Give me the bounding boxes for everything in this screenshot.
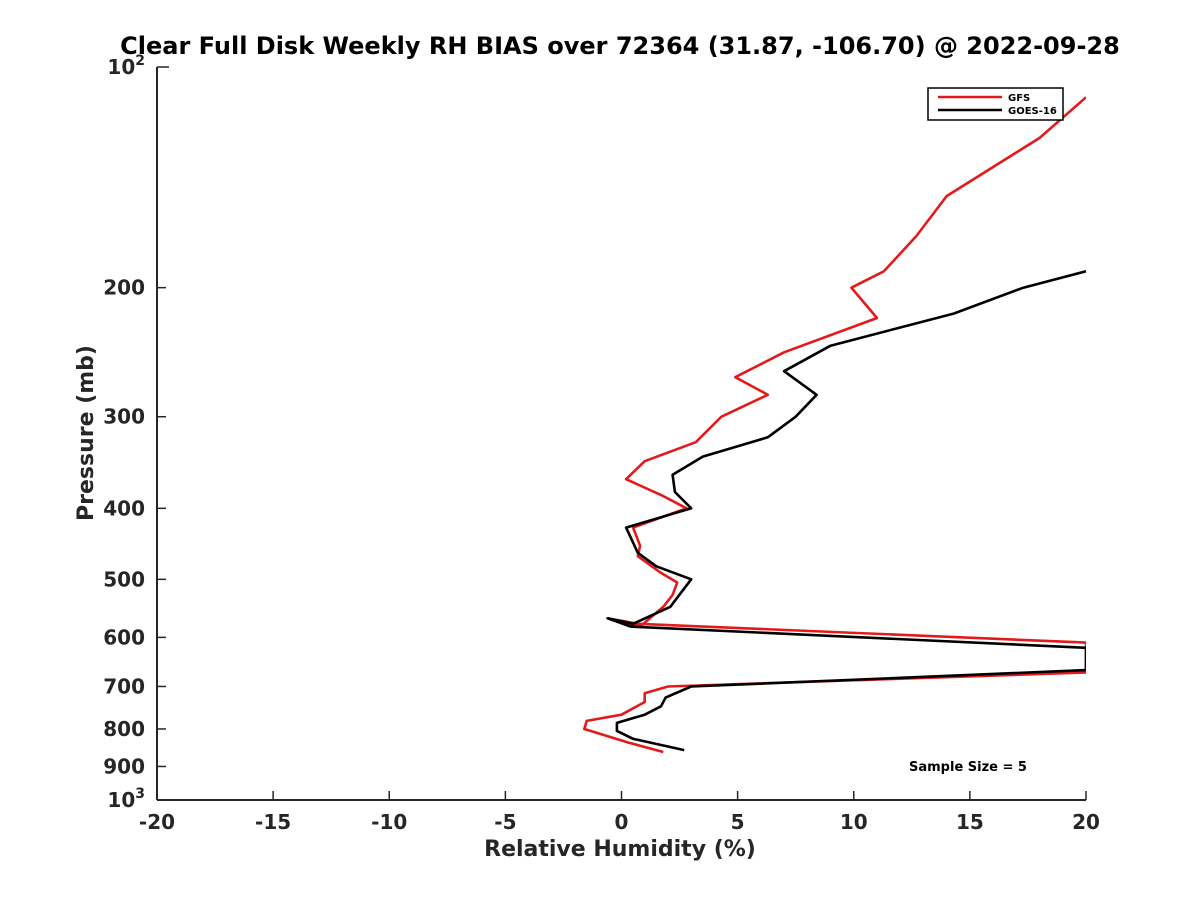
series-line-gfs: [582, 96, 1086, 754]
x-tick-label: 0: [615, 810, 629, 834]
series-line-goes16: [606, 270, 1086, 752]
legend-label-gfs: GFS: [1008, 93, 1030, 104]
y-tick-label: 300: [103, 405, 145, 429]
ticks-layer: -20 -15 -10 -5 0 5 10 15 20 200 300 400 500 600 700 800…: [103, 53, 1100, 834]
sample-size-annotation: Sample Size = 5: [909, 760, 1027, 775]
y-tick-label: 600: [103, 625, 145, 649]
x-tick-label: -15: [255, 810, 291, 834]
x-tick-label: -10: [371, 810, 407, 834]
series-layer: [582, 96, 1086, 754]
y-axis-label: Pressure (mb): [74, 345, 99, 521]
y-tick-label: 500: [103, 567, 145, 591]
y-tick-label: 200: [103, 276, 145, 300]
legend-label-goes16: GOES-16: [1008, 106, 1057, 117]
legend: GFS GOES-16: [927, 87, 1064, 121]
y-tick-label-power: 103: [107, 786, 145, 812]
x-tick-label: 15: [956, 810, 984, 834]
x-tick-label: -20: [139, 810, 175, 834]
x-tick-label: 10: [840, 810, 868, 834]
y-tick-label-power: 102: [107, 53, 145, 79]
y-tick-label: 900: [103, 754, 145, 778]
y-tick-label: 800: [103, 717, 145, 741]
chart-title: Clear Full Disk Weekly RH BIAS over 7236…: [120, 32, 1120, 60]
x-tick-label: 20: [1072, 810, 1100, 834]
y-tick-label: 400: [103, 496, 145, 520]
x-tick-label: 5: [731, 810, 745, 834]
x-axis-label: Relative Humidity (%): [484, 837, 756, 862]
legend-box: [927, 87, 1064, 121]
y-tick-label: 700: [103, 674, 145, 698]
x-tick-label: -5: [494, 810, 516, 834]
